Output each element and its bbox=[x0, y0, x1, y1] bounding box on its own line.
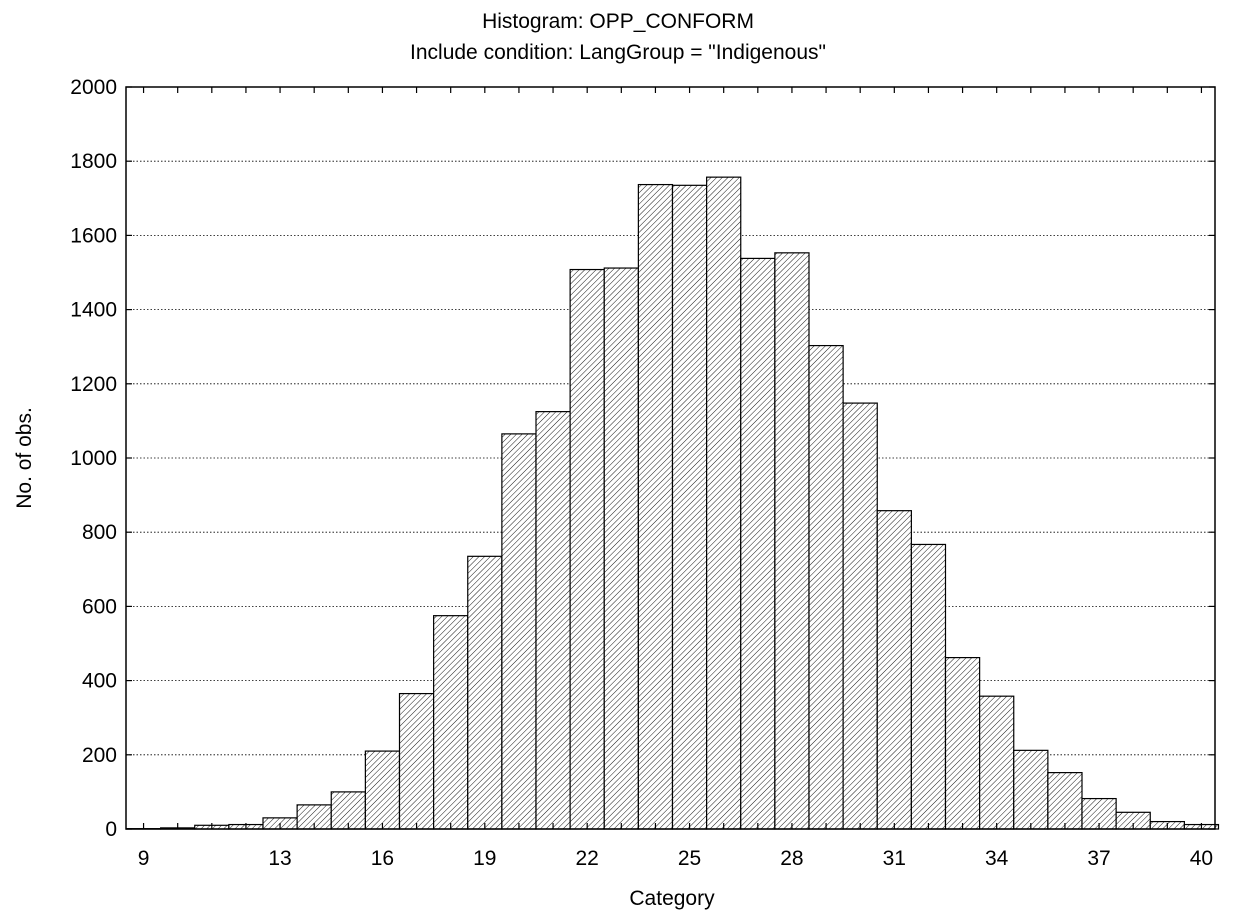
x-tick-label: 19 bbox=[473, 847, 496, 870]
x-tick-label: 31 bbox=[883, 847, 906, 870]
bar-26 bbox=[706, 176, 742, 830]
chart-subtitle: Include condition: LangGroup = "Indigeno… bbox=[410, 41, 826, 64]
y-tick-label: 1400 bbox=[70, 299, 117, 322]
bar-31 bbox=[876, 510, 912, 830]
y-tick-label: 1200 bbox=[70, 373, 117, 396]
bar-28 bbox=[774, 252, 810, 830]
bar-18 bbox=[433, 615, 469, 830]
y-tick-label: 800 bbox=[82, 521, 117, 544]
x-tick-label: 34 bbox=[985, 847, 1009, 870]
bar-34 bbox=[979, 695, 1015, 830]
bar-23 bbox=[603, 267, 639, 830]
y-tick-label: 1000 bbox=[70, 447, 117, 470]
bar-15 bbox=[330, 791, 366, 830]
bar-16 bbox=[364, 750, 401, 830]
bar-29 bbox=[808, 344, 844, 830]
y-tick-labels: 0 200 400 600 800 1000 1200 1400 1600 1800 2000 bbox=[70, 76, 117, 841]
bar-36 bbox=[1047, 772, 1083, 830]
y-tick-label: 200 bbox=[82, 744, 117, 767]
bar-32 bbox=[910, 543, 947, 830]
x-tick-label: 22 bbox=[576, 847, 599, 870]
y-tick-label: 0 bbox=[105, 818, 117, 841]
x-tick-label: 25 bbox=[678, 847, 701, 870]
y-tick-label: 400 bbox=[82, 670, 117, 693]
x-tick-label: 28 bbox=[780, 847, 803, 870]
y-tick-label: 1800 bbox=[70, 150, 117, 173]
bar-30 bbox=[842, 402, 878, 830]
x-tick-label: 9 bbox=[138, 847, 150, 870]
y-axis-label: No. of obs. bbox=[13, 407, 36, 509]
y-tick-label: 1600 bbox=[70, 224, 117, 247]
bar-33 bbox=[944, 656, 981, 830]
axis-ticks bbox=[126, 86, 1215, 830]
bar-24 bbox=[637, 183, 674, 830]
x-tick-label: 40 bbox=[1190, 847, 1213, 870]
bar-21 bbox=[535, 411, 571, 830]
y-tick-label: 600 bbox=[82, 595, 117, 618]
bar-35 bbox=[1013, 749, 1049, 830]
chart-title: Histogram: OPP_CONFORM bbox=[482, 10, 754, 33]
x-tick-label: 13 bbox=[268, 847, 291, 870]
bar-17 bbox=[398, 692, 435, 830]
x-axis-label: Category bbox=[629, 887, 715, 910]
y-tick-label: 2000 bbox=[70, 76, 117, 99]
bar-25 bbox=[671, 184, 708, 830]
x-tick-label: 37 bbox=[1087, 847, 1110, 870]
plot-frame bbox=[125, 86, 1216, 830]
bars bbox=[125, 176, 1220, 830]
x-tick-labels: 9 13 16 19 22 25 28 31 34 37 40 bbox=[138, 847, 1213, 870]
bar-27 bbox=[740, 257, 776, 830]
x-tick-label: 16 bbox=[371, 847, 394, 870]
bar-20 bbox=[501, 433, 537, 830]
bar-19 bbox=[467, 555, 503, 830]
bar-22 bbox=[569, 268, 605, 830]
